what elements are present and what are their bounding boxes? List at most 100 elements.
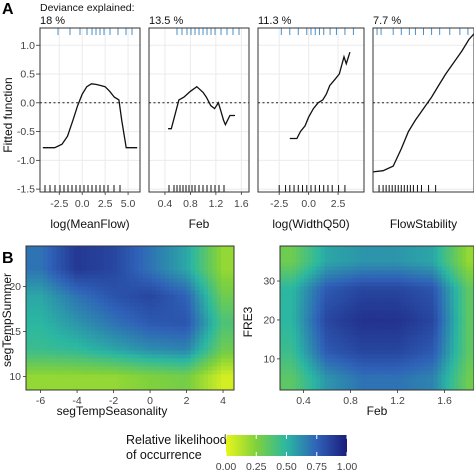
heatmap-cell	[401, 246, 406, 251]
heatmap-cell	[425, 342, 430, 347]
heatmap-cell	[324, 322, 329, 327]
heatmap-cell	[43, 250, 49, 255]
heatmap-cell	[95, 274, 101, 279]
heatmap-cell	[429, 262, 434, 267]
heatmap-cell	[360, 350, 366, 355]
heatmap-cell	[356, 250, 362, 255]
heatmap-cell	[368, 278, 374, 283]
heatmap-cell	[151, 378, 157, 383]
heatmap-cell	[208, 258, 213, 263]
heatmap-cell	[300, 306, 305, 311]
heatmap-cell	[56, 354, 62, 359]
heatmap-cell	[401, 310, 406, 315]
heatmap-cell	[308, 338, 313, 343]
heatmap-cell	[30, 338, 36, 343]
heatmap-cell	[39, 290, 44, 295]
heatmap-cell	[381, 302, 386, 307]
heatmap-cell	[437, 366, 443, 371]
heatmap-cell	[216, 362, 222, 367]
heatmap-cell	[34, 282, 40, 287]
heatmap-cell	[34, 334, 40, 339]
heatmap-cell	[86, 282, 92, 287]
heatmap-cell	[199, 362, 205, 367]
heatmap-cell	[225, 354, 231, 359]
heatmap-cell	[104, 370, 109, 375]
heatmap-cell	[26, 342, 31, 347]
heatmap-cell	[413, 342, 418, 347]
heatmap-cell	[91, 290, 96, 295]
heatmap-cell	[60, 330, 66, 335]
heatmap-cell	[429, 342, 434, 347]
heatmap-cell	[324, 318, 329, 323]
heatmap-cell	[332, 306, 337, 311]
heatmap-cell	[147, 310, 153, 315]
heatmap-cell	[429, 362, 434, 367]
heatmap-cell	[300, 358, 305, 363]
heatmap-cell	[130, 354, 135, 359]
heatmap-cell	[457, 362, 463, 367]
heatmap-cell	[449, 386, 455, 391]
heatmap-cell	[212, 370, 218, 375]
heatmap-cell	[300, 298, 305, 303]
heatmap-cell	[73, 290, 79, 295]
heatmap-cell	[134, 382, 140, 387]
heatmap-cell	[425, 310, 430, 315]
heatmap-cell	[186, 326, 192, 331]
heatmap-cell	[82, 358, 88, 363]
heatmap-cell	[389, 374, 394, 379]
heatmap-cell	[405, 302, 410, 307]
heatmap-cell	[417, 334, 422, 339]
heatmap-cell	[461, 258, 467, 263]
heatmap-cell	[138, 318, 144, 323]
heatmap-cell	[82, 378, 88, 383]
heatmap-cell	[177, 250, 183, 255]
heatmap-cell	[134, 346, 140, 351]
heatmap-cell	[457, 306, 463, 311]
heatmap-cell	[364, 370, 370, 375]
heatmap-cell	[182, 310, 187, 315]
heatmap-cell	[389, 246, 394, 251]
heatmap-cell	[372, 310, 378, 315]
heatmap-cell	[437, 266, 443, 271]
heatmap-cell	[344, 258, 350, 263]
heatmap-cell	[292, 266, 297, 271]
heatmap-cell	[352, 258, 358, 263]
heatmap-cell	[78, 274, 83, 279]
heatmap-cell	[104, 334, 109, 339]
heatmap-cell	[147, 254, 153, 259]
heatmap-cell	[65, 314, 70, 319]
heatmap-cell	[78, 266, 83, 271]
heatmap-cell	[300, 246, 305, 251]
heatmap-cell	[47, 266, 53, 271]
heatmap-cell	[409, 354, 414, 359]
heatmap-cell	[73, 314, 79, 319]
heatmap-cell	[292, 298, 297, 303]
heatmap-cell	[393, 370, 398, 375]
heatmap-cell	[169, 342, 174, 347]
heatmap-cell	[212, 322, 218, 327]
heatmap-cell	[453, 270, 459, 275]
heatmap-cell	[56, 258, 62, 263]
heatmap-cell	[288, 258, 293, 263]
heatmap-cell	[26, 270, 31, 275]
heatmap-cell	[164, 302, 170, 307]
heatmap-cell	[469, 266, 474, 271]
heatmap-cell	[441, 298, 447, 303]
heatmap-cell	[65, 346, 70, 351]
heatmap-cell	[292, 378, 297, 383]
heatmap-cell	[69, 278, 75, 283]
heatmap-cell	[39, 338, 44, 343]
heatmap-cell	[405, 382, 410, 387]
heatmap-cell	[304, 358, 309, 363]
heatmap-cell	[203, 314, 209, 319]
heatmap-cell	[308, 386, 313, 391]
heatmap-cell	[397, 294, 402, 299]
heatmap-cell	[117, 334, 122, 339]
heatmap-cell	[425, 254, 430, 259]
heatmap-cell	[465, 286, 471, 291]
heatmap-cell	[60, 342, 66, 347]
heatmap-cell	[143, 266, 148, 271]
x-tick-label: 2.5	[98, 198, 113, 210]
heatmap-cell	[138, 346, 144, 351]
